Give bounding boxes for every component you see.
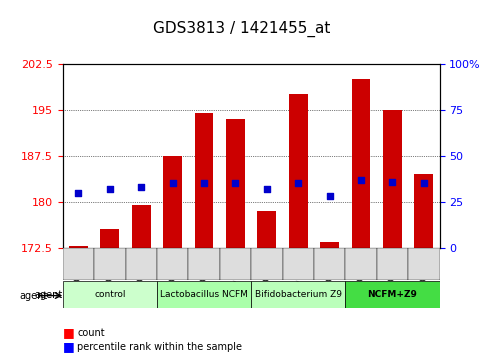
Text: Lactobacillus NCFM: Lactobacillus NCFM: [160, 290, 248, 299]
Text: Bifidobacterium Z9: Bifidobacterium Z9: [255, 290, 342, 299]
Point: [74, 190, 82, 195]
Bar: [195, 113, 213, 248]
FancyBboxPatch shape: [157, 281, 251, 308]
FancyBboxPatch shape: [408, 248, 440, 280]
Bar: [383, 110, 402, 248]
Point: [295, 181, 302, 186]
Point: [263, 186, 271, 192]
Bar: [100, 229, 119, 248]
Bar: [163, 156, 182, 248]
Bar: [257, 211, 276, 248]
Text: GDS3813 / 1421455_at: GDS3813 / 1421455_at: [153, 21, 330, 38]
Point: [389, 179, 397, 184]
Point: [232, 181, 240, 186]
Bar: [69, 246, 88, 248]
Text: NCFM+Z9: NCFM+Z9: [368, 290, 417, 299]
Text: ■: ■: [63, 341, 74, 353]
FancyBboxPatch shape: [188, 248, 220, 280]
FancyBboxPatch shape: [314, 248, 345, 280]
Text: percentile rank within the sample: percentile rank within the sample: [77, 342, 242, 352]
FancyBboxPatch shape: [377, 248, 408, 280]
FancyBboxPatch shape: [94, 248, 126, 280]
FancyBboxPatch shape: [345, 248, 377, 280]
Text: count: count: [77, 328, 105, 338]
Bar: [414, 174, 433, 248]
Point: [138, 184, 145, 190]
Bar: [132, 205, 151, 248]
Point: [420, 181, 428, 186]
Bar: [352, 79, 370, 248]
Text: ■: ■: [63, 326, 74, 339]
Text: agent: agent: [35, 290, 63, 300]
Text: agent: agent: [19, 291, 47, 301]
Bar: [320, 242, 339, 248]
Point: [357, 177, 365, 183]
FancyBboxPatch shape: [251, 281, 345, 308]
Bar: [226, 119, 245, 248]
Point: [106, 186, 114, 192]
Bar: [289, 95, 308, 248]
FancyBboxPatch shape: [157, 248, 188, 280]
Point: [200, 181, 208, 186]
Point: [326, 193, 333, 199]
FancyBboxPatch shape: [283, 248, 314, 280]
FancyBboxPatch shape: [63, 248, 94, 280]
Text: control: control: [94, 290, 126, 299]
FancyBboxPatch shape: [220, 248, 251, 280]
FancyBboxPatch shape: [345, 281, 440, 308]
FancyBboxPatch shape: [63, 281, 157, 308]
FancyBboxPatch shape: [126, 248, 157, 280]
FancyBboxPatch shape: [251, 248, 283, 280]
Point: [169, 181, 177, 186]
